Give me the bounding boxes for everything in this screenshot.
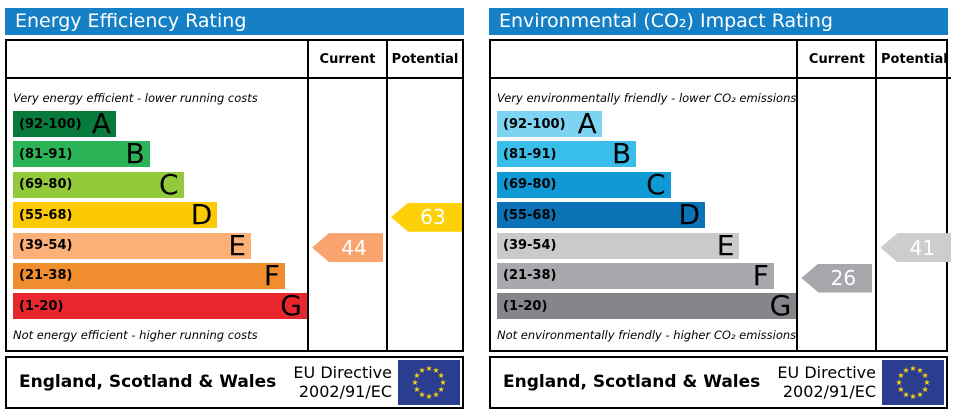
potential-rating-value: 41 [909, 235, 936, 260]
eu-flag-icon [882, 359, 944, 405]
rating-band-g: (1-20) G [497, 289, 797, 323]
current-column: 44 [307, 79, 386, 350]
footer: England, Scotland & Wales EU Directive 2… [5, 355, 464, 409]
current-rating-value: 26 [830, 266, 857, 290]
potential-column-header: Potential [386, 41, 462, 79]
rating-band-e: (39-54) E [497, 228, 740, 262]
band-letter: A [91, 107, 111, 140]
potential-column: 63 [386, 79, 462, 350]
rating-band-f: (21-38) F [497, 258, 774, 292]
band-range-label: (21-38) [19, 268, 73, 284]
rating-band-b: (81-91) B [497, 137, 637, 171]
co2-rating-chart: Current Potential Very environmentally f… [489, 39, 952, 352]
current-column: 26 [796, 79, 875, 350]
page-title: Environmental (CO₂) Impact Rating [489, 8, 948, 35]
potential-column-header: Potential [875, 41, 952, 79]
band-letter: G [769, 289, 792, 323]
footer: England, Scotland & Wales EU Directive 2… [489, 355, 948, 409]
band-range-label: (92-100) [19, 116, 82, 132]
band-range-label: (39-54) [19, 238, 73, 254]
energy-rating-chart: Current Potential Very energy efficient … [5, 39, 464, 352]
rating-band-c: (69-80) C [497, 167, 671, 201]
band-range-label: (92-100) [503, 116, 566, 132]
potential-column: 41 [875, 79, 952, 350]
current-rating-value: 44 [341, 235, 367, 260]
top-caption: Very environmentally friendly - lower CO… [497, 91, 797, 105]
band-letter: D [678, 198, 701, 232]
rating-band-b: (81-91) B [13, 137, 150, 171]
band-letter: E [228, 228, 247, 262]
potential-rating-arrow: 41 [880, 233, 952, 263]
band-range-label: (55-68) [503, 207, 557, 223]
band-letter: F [752, 258, 769, 292]
band-letter: G [280, 289, 302, 323]
region-label: England, Scotland & Wales [503, 372, 761, 393]
bottom-caption: Not environmentally friendly - higher CO… [497, 327, 797, 342]
band-range-label: (21-38) [503, 268, 557, 284]
band-letter: F [263, 258, 280, 292]
band-range-label: (69-80) [19, 177, 73, 193]
band-letter: C [646, 167, 666, 201]
band-letter: C [158, 167, 179, 201]
current-rating-arrow: 44 [312, 233, 383, 263]
energy-efficiency-panel: Energy Efficiency Rating Current Potenti… [5, 8, 464, 409]
rating-band-a: (92-100) A [497, 107, 602, 140]
band-range-label: (55-68) [19, 207, 73, 223]
current-column-header: Current [796, 41, 876, 79]
band-range-label: (81-91) [503, 146, 557, 162]
band-range-label: (1-20) [503, 298, 548, 314]
bottom-caption: Not energy efficient - higher running co… [13, 327, 258, 342]
page-title: Energy Efficiency Rating [5, 8, 464, 35]
band-range-label: (1-20) [19, 298, 64, 314]
rating-band-g: (1-20) G [13, 289, 307, 323]
eu-flag-icon [398, 359, 460, 405]
band-range-label: (81-91) [19, 146, 73, 162]
top-caption: Very energy efficient - lower running co… [13, 91, 258, 105]
rating-scale: Very energy efficient - lower running co… [7, 79, 307, 350]
table-corner [491, 41, 797, 79]
rating-band-d: (55-68) D [497, 198, 706, 232]
band-range-label: (69-80) [503, 177, 557, 193]
potential-rating-value: 63 [420, 205, 446, 230]
potential-rating-arrow: 63 [391, 202, 462, 232]
band-range-label: (39-54) [503, 238, 557, 254]
rating-scale: Very environmentally friendly - lower CO… [491, 79, 797, 350]
band-letter: A [577, 107, 597, 140]
region-label: England, Scotland & Wales [19, 372, 277, 393]
current-column-header: Current [307, 41, 386, 79]
rating-band-d: (55-68) D [13, 198, 218, 232]
co2-impact-panel: Environmental (CO₂) Impact Rating Curren… [489, 8, 952, 409]
eu-directive-text: EU Directive 2002/91/EC [777, 363, 876, 402]
band-letter: B [611, 137, 632, 171]
rating-band-c: (69-80) C [13, 167, 184, 201]
eu-directive-text: EU Directive 2002/91/EC [293, 363, 392, 402]
band-letter: B [125, 137, 145, 171]
current-rating-arrow: 26 [801, 263, 873, 293]
band-letter: E [716, 228, 735, 262]
band-letter: D [190, 198, 213, 232]
rating-band-a: (92-100) A [13, 107, 116, 140]
rating-band-e: (39-54) E [13, 228, 252, 262]
table-corner [7, 41, 307, 79]
rating-band-f: (21-38) F [13, 258, 285, 292]
